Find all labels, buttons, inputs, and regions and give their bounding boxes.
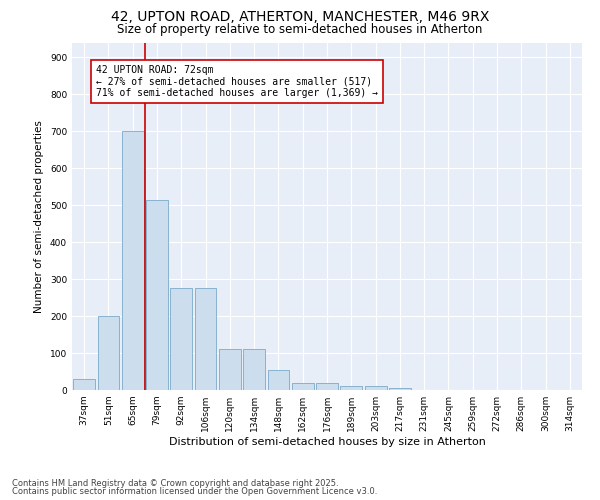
Text: 42, UPTON ROAD, ATHERTON, MANCHESTER, M46 9RX: 42, UPTON ROAD, ATHERTON, MANCHESTER, M4… — [111, 10, 489, 24]
Bar — [243, 350, 265, 390]
Bar — [219, 350, 241, 390]
Bar — [146, 200, 168, 390]
Y-axis label: Number of semi-detached properties: Number of semi-detached properties — [34, 120, 44, 312]
Bar — [389, 388, 411, 390]
Bar — [194, 288, 217, 390]
Text: Size of property relative to semi-detached houses in Atherton: Size of property relative to semi-detach… — [118, 22, 482, 36]
X-axis label: Distribution of semi-detached houses by size in Atherton: Distribution of semi-detached houses by … — [169, 437, 485, 447]
Bar — [340, 386, 362, 390]
Bar — [292, 382, 314, 390]
Bar — [73, 379, 95, 390]
Bar — [122, 131, 143, 390]
Text: 42 UPTON ROAD: 72sqm
← 27% of semi-detached houses are smaller (517)
71% of semi: 42 UPTON ROAD: 72sqm ← 27% of semi-detac… — [96, 64, 378, 98]
Bar — [316, 382, 338, 390]
Text: Contains public sector information licensed under the Open Government Licence v3: Contains public sector information licen… — [12, 487, 377, 496]
Bar — [97, 316, 119, 390]
Bar — [170, 288, 192, 390]
Bar — [365, 386, 386, 390]
Bar — [268, 370, 289, 390]
Text: Contains HM Land Registry data © Crown copyright and database right 2025.: Contains HM Land Registry data © Crown c… — [12, 478, 338, 488]
